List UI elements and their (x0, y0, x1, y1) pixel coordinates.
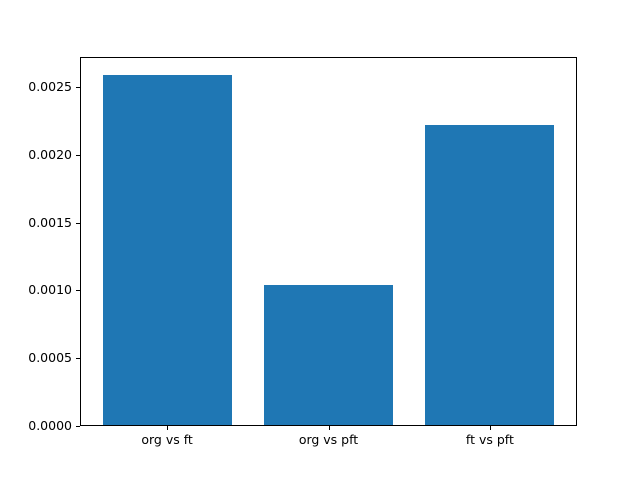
bar-ft-vs-pft (425, 124, 555, 425)
y-tick-label: 0.0005 (28, 350, 72, 366)
y-tick-mark (76, 358, 80, 360)
y-tick-mark (76, 290, 80, 292)
y-tick-mark (76, 222, 80, 224)
x-tick-mark (489, 426, 491, 430)
x-tick-mark (328, 426, 330, 430)
x-tick-label: org vs ft (141, 432, 193, 447)
y-tick-mark (76, 86, 80, 88)
y-tick-mark (76, 426, 80, 427)
x-tick-label: ft vs pft (465, 432, 514, 447)
y-tick-label: 0.0025 (28, 78, 72, 94)
x-tick-mark (167, 426, 169, 430)
y-tick-label: 0.0020 (28, 146, 72, 162)
y-tick-label: 0.0015 (28, 214, 72, 230)
bar-org-vs-ft (102, 74, 232, 425)
y-tick-label: 0.0000 (28, 418, 72, 433)
bar-org-vs-pft (264, 284, 394, 425)
y-tick-mark (76, 154, 80, 156)
x-tick-label: org vs pft (298, 432, 359, 447)
y-tick-label: 0.0010 (28, 282, 72, 298)
